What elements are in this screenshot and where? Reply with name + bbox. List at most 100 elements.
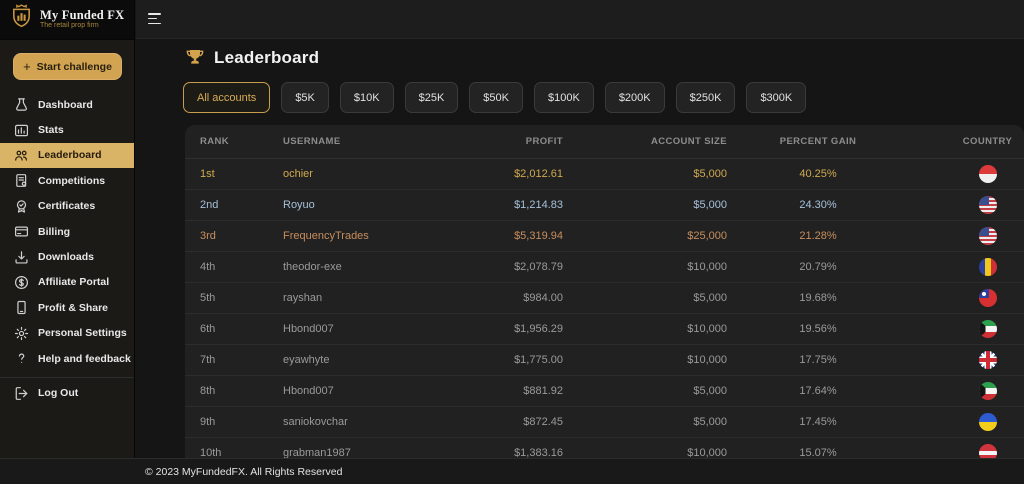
sidebar-item-label: Dashboard xyxy=(38,98,93,111)
uk-flag-icon xyxy=(978,351,997,369)
filter-tab-all-accounts[interactable]: All accounts xyxy=(183,82,271,113)
sidebar-item-billing[interactable]: Billing xyxy=(0,219,134,244)
rank-cell: 5th xyxy=(200,292,216,304)
sidebar-item-label: Profit & Share xyxy=(38,301,109,314)
rank-cell: 2nd xyxy=(200,199,219,211)
usa-flag-icon xyxy=(978,196,997,214)
filter-tab-250k[interactable]: $250K xyxy=(675,82,736,113)
filter-tab-5k[interactable]: $5K xyxy=(281,82,329,113)
sidebar-item-label: Help and feedback xyxy=(38,352,131,365)
username-cell: ochier xyxy=(283,168,313,180)
trophy-icon xyxy=(185,48,205,68)
profit-cell: $881.92 xyxy=(523,385,563,397)
country-cell xyxy=(909,258,1024,276)
sidebar-item-label: Billing xyxy=(38,225,71,238)
brand-logo[interactable]: My Funded FX The retail prop firm xyxy=(0,0,134,40)
brand-name: My Funded FX xyxy=(40,8,125,22)
rank-cell: 8th xyxy=(200,385,216,397)
help-icon xyxy=(14,351,29,366)
sidebar-item-label: Stats xyxy=(38,124,64,137)
column-header-username: USERNAME xyxy=(283,136,341,147)
country-cell xyxy=(909,165,1024,183)
topbar xyxy=(136,0,1024,39)
username-cell: FrequencyTrades xyxy=(283,230,369,242)
menu-toggle-button[interactable] xyxy=(148,13,162,27)
filter-tab-25k[interactable]: $25K xyxy=(404,82,459,113)
filter-tab-50k[interactable]: $50K xyxy=(469,82,523,113)
filter-tab-10k[interactable]: $10K xyxy=(339,82,394,113)
filter-tab-100k[interactable]: $100K xyxy=(534,82,594,113)
table-body: 1st ochier $2,012.61 $5,000 40.25% 2nd Royuo $1… xyxy=(185,159,1024,469)
filter-tab-200k[interactable]: $200K xyxy=(604,82,665,113)
account-size-cell: $10,000 xyxy=(687,447,727,459)
sidebar-item-label: Competitions xyxy=(38,174,106,187)
kuwait-flag-icon xyxy=(978,320,997,338)
table-row: 6th Hbond007 $1,956.29 $10,000 19.56% xyxy=(185,314,1024,345)
plus-icon: + xyxy=(23,59,31,74)
column-header-rank: RANK xyxy=(200,136,230,147)
sidebar-item-leaderboard[interactable]: Leaderboard xyxy=(0,142,134,169)
brand-tagline: The retail prop firm xyxy=(40,22,99,29)
username-cell: Royuo xyxy=(283,199,315,211)
account-filter-tabs: All accounts $5K $10K $25K $50K $100K $200K $25… xyxy=(183,82,807,113)
account-size-cell: $5,000 xyxy=(693,385,727,397)
downloads-icon xyxy=(14,250,29,265)
sidebar: My Funded FX The retail prop firm + Star… xyxy=(0,0,135,458)
sidebar-item-profit-share[interactable]: Profit & Share xyxy=(0,295,134,320)
percent-gain-cell: 15.07% xyxy=(799,447,837,459)
page-title-row: Leaderboard xyxy=(185,48,319,68)
percent-gain-cell: 20.79% xyxy=(799,261,837,273)
account-size-cell: $25,000 xyxy=(687,230,727,242)
footer: © 2023 MyFundedFX. All Rights Reserved xyxy=(0,458,1024,484)
account-size-cell: $5,000 xyxy=(693,416,727,428)
start-challenge-button[interactable]: + Start challenge xyxy=(13,53,122,80)
certificates-icon xyxy=(14,199,29,214)
table-row: 3rd FrequencyTrades $5,319.94 $25,000 21.28% xyxy=(185,221,1024,252)
kuwait-flag-icon xyxy=(978,382,997,400)
profit-cell: $2,012.61 xyxy=(514,168,563,180)
country-cell xyxy=(909,196,1024,214)
sidebar-item-downloads[interactable]: Downloads xyxy=(0,244,134,269)
sidebar-item-dashboard[interactable]: Dashboard xyxy=(0,92,134,117)
account-size-cell: $5,000 xyxy=(693,292,727,304)
percent-gain-cell: 17.75% xyxy=(799,354,837,366)
percent-gain-cell: 24.30% xyxy=(799,199,837,211)
romania-flag-icon xyxy=(978,258,997,276)
sidebar-item-affiliate-portal[interactable]: Affiliate Portal xyxy=(0,270,134,295)
sidebar-item-log-out[interactable]: Log Out xyxy=(0,377,134,406)
sidebar-item-label: Certificates xyxy=(38,200,96,213)
profit-cell: $984.00 xyxy=(523,292,563,304)
profit-share-icon xyxy=(14,300,29,315)
column-header-percent-gain: PERCENT GAIN xyxy=(779,136,857,147)
usa-flag-icon xyxy=(978,227,997,245)
profit-cell: $5,319.94 xyxy=(514,230,563,242)
page-title: Leaderboard xyxy=(214,48,320,67)
username-cell: rayshan xyxy=(283,292,323,304)
percent-gain-cell: 40.25% xyxy=(799,168,837,180)
column-header-profit: PROFIT xyxy=(525,136,563,147)
rank-cell: 6th xyxy=(200,323,216,335)
sidebar-item-help-and-feedback[interactable]: Help and feedback xyxy=(0,346,134,371)
sidebar-item-label: Leaderboard xyxy=(38,149,102,162)
indonesia-flag-icon xyxy=(978,165,997,183)
sidebar-item-label: Affiliate Portal xyxy=(38,276,110,289)
country-cell xyxy=(909,320,1024,338)
percent-gain-cell: 19.68% xyxy=(799,292,837,304)
rank-cell: 3rd xyxy=(200,230,216,242)
sidebar-item-competitions[interactable]: Competitions xyxy=(0,168,134,193)
username-cell: grabman1987 xyxy=(283,447,351,459)
dashboard-icon xyxy=(14,97,29,112)
percent-gain-cell: 17.45% xyxy=(799,416,837,428)
sidebar-item-certificates[interactable]: Certificates xyxy=(0,194,134,219)
start-challenge-label: Start challenge xyxy=(36,60,112,73)
country-cell xyxy=(909,351,1024,369)
sidebar-item-personal-settings[interactable]: Personal Settings xyxy=(0,321,134,346)
column-header-country: COUNTRY xyxy=(962,136,1013,147)
sidebar-item-stats[interactable]: Stats xyxy=(0,117,134,142)
country-cell xyxy=(909,444,1024,462)
sidebar-item-label: Downloads xyxy=(38,251,95,264)
profit-cell: $1,214.83 xyxy=(514,199,563,211)
username-cell: theodor-exe xyxy=(283,261,342,273)
filter-tab-300k[interactable]: $300K xyxy=(746,82,807,113)
country-cell xyxy=(909,227,1024,245)
